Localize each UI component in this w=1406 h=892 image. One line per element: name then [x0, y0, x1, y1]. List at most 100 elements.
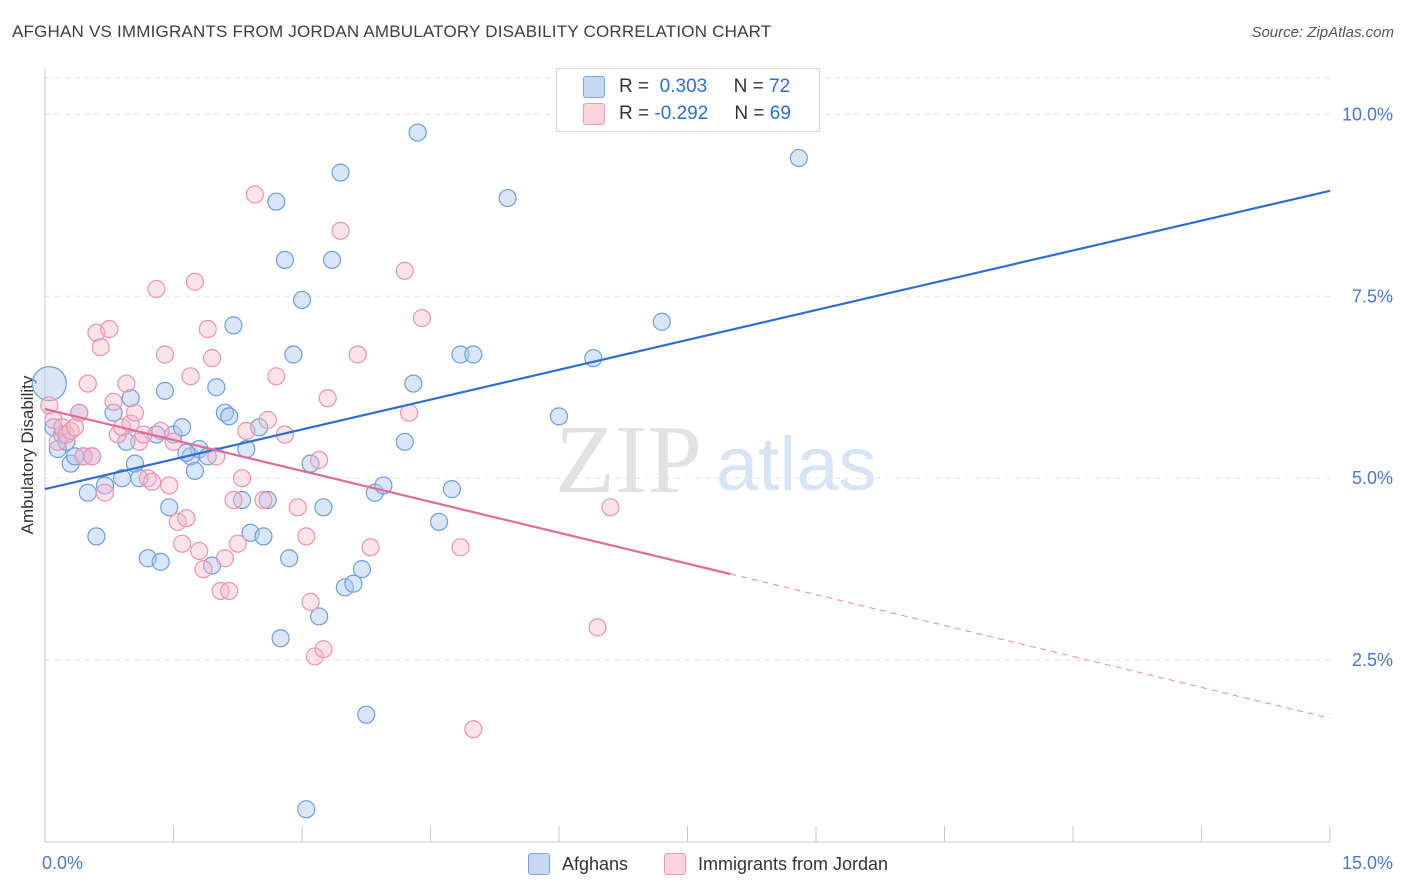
jordan-point: [254, 490, 273, 510]
afghans-point: [549, 407, 569, 426]
afghans-point: [207, 378, 226, 397]
y-tick-label: 2.5%: [1352, 650, 1393, 670]
afghans-point: [292, 290, 312, 310]
bottom-legend-label-afghans: Afghans: [562, 853, 629, 874]
afghans-point: [314, 498, 333, 517]
watermark-zip: ZIP: [555, 406, 702, 514]
afghans-point: [258, 490, 277, 510]
jordan-point: [237, 421, 256, 440]
afghans-point: [155, 381, 175, 400]
jordan-point: [91, 338, 110, 357]
afghans-point: [172, 418, 192, 437]
jordan-point: [601, 498, 620, 517]
afghans-point: [104, 403, 123, 422]
axes: [44, 68, 1331, 843]
legend-row-jordan: R = -0.292 N = 69: [583, 101, 791, 127]
afghans-point: [224, 316, 243, 335]
jordan-point: [185, 272, 205, 291]
afghans-point: [408, 123, 427, 142]
jordan-point: [95, 483, 115, 502]
x-tick-label: 0.0%: [42, 853, 83, 873]
bottom-legend-jordan: Immigrants from Jordan: [664, 851, 888, 877]
jordan-point: [588, 618, 607, 637]
legend-n-value-jordan: 69: [769, 103, 791, 124]
legend-n-label: N =: [733, 76, 764, 97]
bottom-legend-swatch-jordan: [664, 853, 686, 875]
afghans-point: [87, 527, 106, 546]
jordan-point: [220, 581, 239, 601]
jordan-point: [267, 367, 286, 386]
chart-title: AFGHAN VS IMMIGRANTS FROM JORDAN AMBULAT…: [12, 22, 772, 41]
afghans-trend-line: [44, 189, 1331, 491]
jordan-point: [258, 410, 277, 430]
jordan-point: [202, 349, 222, 368]
jordan-trend-line-extension: [730, 573, 1331, 719]
trend-lines: [44, 189, 1331, 719]
afghans-point: [442, 480, 462, 499]
afghans-point: [151, 552, 170, 571]
afghans-point: [121, 389, 140, 408]
afghans-point: [78, 483, 97, 502]
jordan-point: [125, 403, 145, 422]
legend-swatch-jordan: [583, 103, 605, 125]
afghans-point: [498, 188, 517, 208]
afghans-point: [297, 800, 316, 819]
x-tick-label: 15.0%: [1342, 853, 1393, 873]
afghans-point: [395, 432, 414, 451]
source-label: Source: ZipAtlas.com: [1251, 24, 1394, 41]
legend-row-afghans: R = 0.303 N = 72: [583, 74, 790, 100]
jordan-point: [451, 538, 470, 557]
afghans-point: [331, 163, 350, 182]
y-tick-label: 7.5%: [1352, 286, 1393, 306]
bottom-legend-afghans: Afghans: [528, 851, 628, 877]
jordan-point: [412, 309, 432, 328]
y-tick-label: 10.0%: [1342, 104, 1393, 124]
jordan-point: [245, 185, 264, 204]
legend-r-value-afghans: 0.303: [659, 76, 708, 97]
jordan-point: [297, 527, 316, 546]
jordan-point: [181, 367, 200, 386]
jordan-point: [190, 541, 209, 561]
afghans-point: [344, 574, 363, 593]
jordan-point: [177, 509, 196, 528]
afghans-point: [271, 629, 290, 648]
jordan-point: [104, 392, 123, 411]
watermark-atlas: atlas: [716, 422, 877, 507]
jordan-point: [232, 469, 252, 488]
watermark: ZIP atlas: [555, 406, 877, 514]
legend-n-label: N =: [734, 103, 765, 124]
legend-r-label: R =: [619, 76, 650, 97]
jordan-point: [464, 720, 483, 739]
jordan-point: [83, 447, 102, 466]
legend-swatch-afghans: [583, 76, 605, 98]
jordan-point: [348, 345, 367, 364]
afghans-point: [429, 512, 449, 531]
jordan-point: [65, 418, 85, 437]
jordan-point: [142, 472, 162, 491]
afghans-point: [280, 549, 299, 568]
afghans-point: [275, 250, 294, 270]
afghans-point: [310, 607, 329, 626]
y-tick-label: 5.0%: [1352, 468, 1393, 488]
jordan-point: [318, 389, 337, 408]
afghans-point: [267, 192, 286, 211]
correlation-legend: R = 0.303 N = 72 R = -0.292 N = 69: [556, 68, 820, 132]
afghans-point: [404, 374, 423, 393]
afghans-point: [160, 498, 179, 517]
afghans-point: [352, 560, 372, 579]
afghans-point: [789, 148, 808, 168]
afghans-point: [322, 250, 342, 270]
legend-n-value-afghans: 72: [769, 76, 791, 97]
jordan-point: [215, 549, 234, 568]
afghans-point: [357, 705, 376, 724]
jordan-point: [147, 279, 166, 299]
legend-r-value-jordan: -0.292: [654, 103, 709, 124]
jordan-point: [100, 319, 119, 339]
jordan-point: [198, 319, 217, 339]
jordan-trend-line: [44, 407, 731, 576]
afghans-point: [95, 476, 115, 495]
jordan-point: [395, 261, 414, 280]
jordan-point: [194, 560, 213, 579]
afghans-point: [254, 527, 273, 546]
